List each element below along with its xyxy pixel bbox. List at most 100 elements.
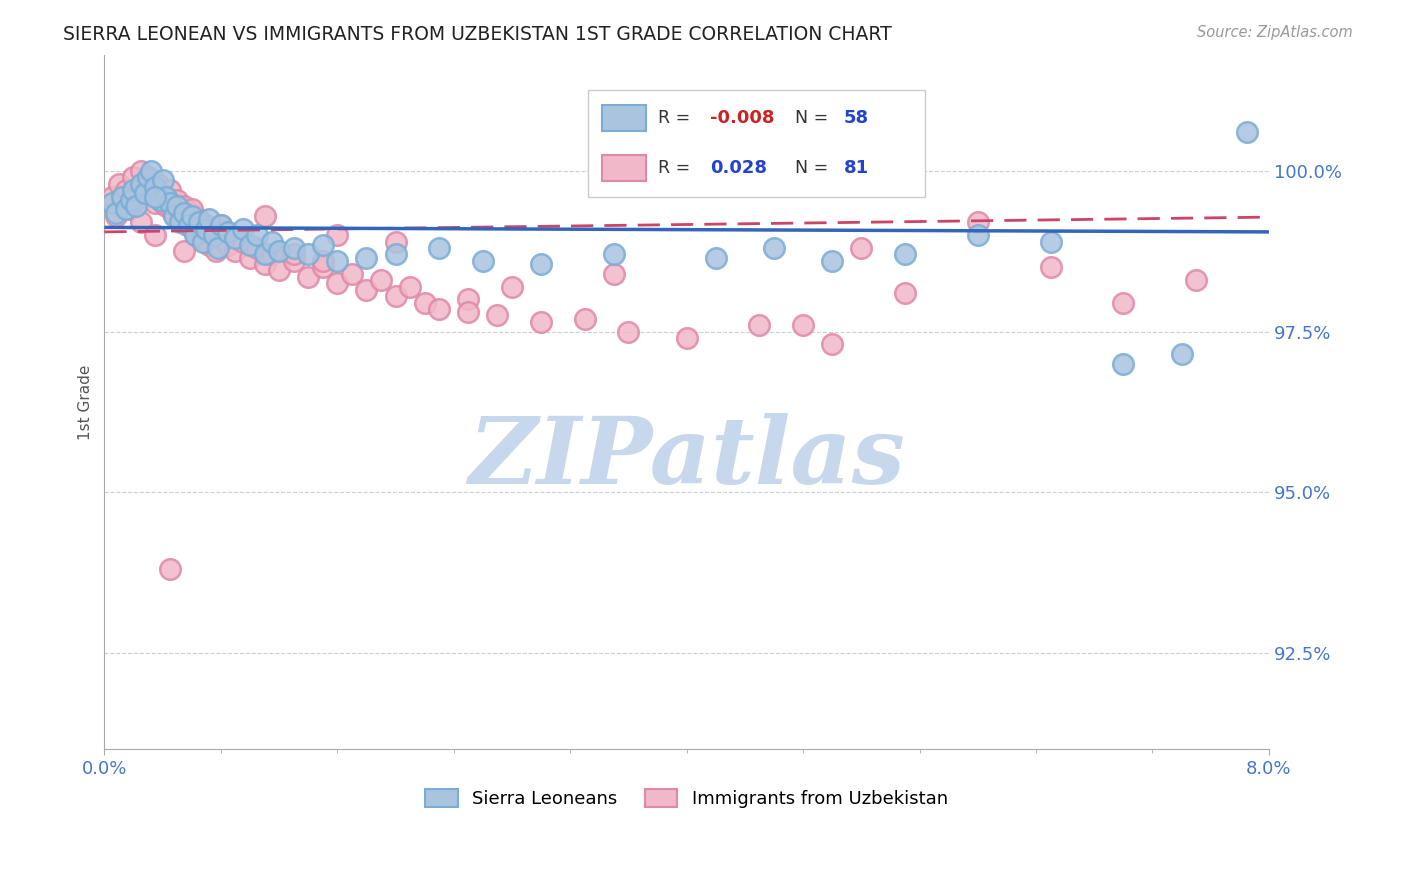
- Legend: Sierra Leoneans, Immigrants from Uzbekistan: Sierra Leoneans, Immigrants from Uzbekis…: [418, 781, 955, 815]
- Point: [821, 253, 844, 268]
- FancyBboxPatch shape: [602, 155, 645, 181]
- Point: [105, 205, 128, 219]
- Point: [239, 251, 262, 265]
- Point: [209, 231, 232, 245]
- Point: [530, 315, 553, 329]
- Point: [966, 215, 988, 229]
- Point: [427, 241, 450, 255]
- Point: [202, 228, 225, 243]
- Point: [100, 189, 122, 203]
- Point: [152, 173, 174, 187]
- Point: [209, 219, 232, 233]
- Point: [159, 196, 181, 211]
- Point: [139, 164, 162, 178]
- Point: [162, 205, 184, 219]
- Text: Source: ZipAtlas.com: Source: ZipAtlas.com: [1197, 25, 1353, 40]
- Point: [152, 189, 174, 203]
- Point: [155, 189, 177, 203]
- Point: [384, 247, 406, 261]
- Point: [115, 183, 138, 197]
- Point: [169, 215, 191, 229]
- FancyBboxPatch shape: [602, 105, 645, 131]
- Point: [1039, 260, 1062, 275]
- Point: [100, 196, 122, 211]
- Point: [209, 219, 232, 233]
- Point: [1185, 273, 1208, 287]
- Point: [370, 273, 392, 287]
- Point: [132, 186, 155, 201]
- Y-axis label: 1st Grade: 1st Grade: [79, 365, 93, 440]
- Point: [163, 209, 186, 223]
- Point: [326, 277, 349, 291]
- Point: [193, 235, 215, 249]
- Point: [224, 231, 246, 245]
- Text: N =: N =: [794, 159, 828, 177]
- Point: [183, 228, 205, 243]
- Point: [173, 244, 195, 259]
- Point: [105, 209, 128, 223]
- Point: [501, 279, 523, 293]
- Point: [253, 247, 276, 261]
- Point: [457, 293, 479, 307]
- Point: [821, 337, 844, 351]
- Point: [260, 247, 283, 261]
- Point: [176, 219, 198, 233]
- Point: [792, 318, 814, 332]
- Point: [1236, 125, 1258, 139]
- Point: [129, 215, 152, 229]
- Point: [188, 212, 211, 227]
- Point: [326, 253, 349, 268]
- Point: [134, 186, 156, 201]
- Text: ZIPatlas: ZIPatlas: [468, 413, 905, 503]
- Point: [183, 225, 205, 239]
- Point: [427, 301, 450, 316]
- Point: [260, 235, 283, 249]
- Point: [205, 244, 228, 259]
- Point: [143, 196, 166, 211]
- Point: [851, 241, 873, 255]
- Point: [356, 251, 378, 265]
- Point: [195, 219, 218, 233]
- Point: [195, 221, 218, 235]
- Point: [312, 253, 335, 268]
- Point: [253, 209, 276, 223]
- FancyBboxPatch shape: [588, 90, 925, 197]
- Text: SIERRA LEONEAN VS IMMIGRANTS FROM UZBEKISTAN 1ST GRADE CORRELATION CHART: SIERRA LEONEAN VS IMMIGRANTS FROM UZBEKI…: [63, 25, 891, 44]
- Point: [195, 221, 218, 235]
- Point: [129, 164, 152, 178]
- Point: [118, 202, 141, 217]
- Point: [894, 285, 917, 300]
- Text: -0.008: -0.008: [710, 109, 775, 127]
- Text: N =: N =: [794, 109, 828, 127]
- Point: [486, 309, 509, 323]
- Point: [191, 231, 214, 245]
- Point: [217, 237, 239, 252]
- Point: [129, 177, 152, 191]
- Point: [125, 193, 148, 207]
- Text: R =: R =: [658, 159, 690, 177]
- Point: [198, 212, 221, 227]
- Point: [239, 237, 262, 252]
- Point: [603, 267, 626, 281]
- Point: [180, 202, 202, 217]
- Point: [283, 247, 305, 261]
- Point: [1112, 295, 1135, 310]
- Point: [122, 183, 145, 197]
- Point: [136, 170, 159, 185]
- Point: [143, 180, 166, 194]
- Point: [232, 221, 254, 235]
- Point: [246, 228, 269, 243]
- Point: [202, 225, 225, 239]
- Point: [177, 219, 200, 233]
- Point: [180, 205, 202, 219]
- Point: [173, 205, 195, 219]
- Point: [762, 241, 785, 255]
- Point: [748, 318, 770, 332]
- Point: [312, 237, 335, 252]
- Point: [143, 189, 166, 203]
- Point: [152, 196, 174, 211]
- Point: [207, 241, 229, 255]
- Point: [894, 247, 917, 261]
- Point: [413, 295, 436, 310]
- Point: [155, 199, 177, 213]
